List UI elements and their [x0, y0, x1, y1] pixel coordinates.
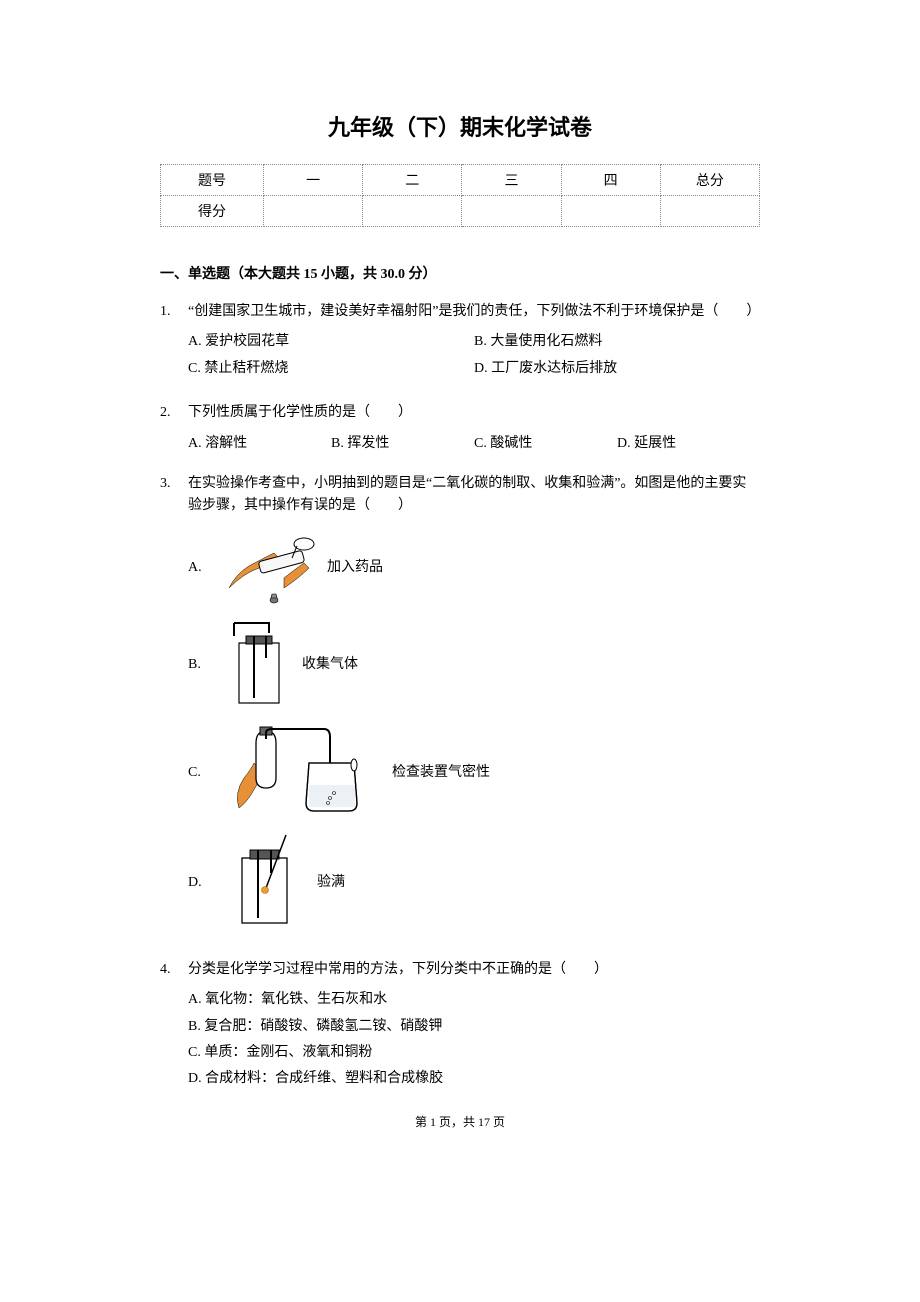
question-number: 4.: [160, 959, 188, 1095]
question-4: 4. 分类是化学学习过程中常用的方法，下列分类中不正确的是（ ） A. 氧化物：…: [160, 959, 760, 1095]
q3-option-b: B. 收集气体: [188, 618, 760, 713]
choice-c: C. 单质：金刚石、液氧和铜粉: [188, 1042, 760, 1064]
page: 九年级（下）期末化学试卷 题号 一 二 三 四 总分 得分 一、单选题（本大题共…: [0, 0, 920, 1170]
check-airtightness-icon: [224, 723, 384, 823]
question-stem: 在实验操作考查中，小明抽到的题目是“二氧化碳的制取、收集和验满”。如图是他的主要…: [188, 473, 760, 518]
choice-a: A. 爱护校园花草: [188, 331, 474, 353]
choice-d: D. 合成材料：合成纤维、塑料和合成橡胶: [188, 1068, 760, 1090]
question-body: “创建国家卫生城市，建设美好幸福射阳”是我们的责任，下列做法不利于环境保护是（ …: [188, 301, 760, 384]
choice-d-caption: 验满: [317, 872, 345, 894]
question-number: 3.: [160, 473, 188, 941]
choice-b-caption: 收集气体: [302, 654, 358, 676]
cell: [363, 196, 462, 227]
question-stem: 分类是化学学习过程中常用的方法，下列分类中不正确的是（ ）: [188, 959, 760, 981]
question-stem: 下列性质属于化学性质的是（ ）: [188, 402, 760, 424]
score-table: 题号 一 二 三 四 总分 得分: [160, 164, 760, 227]
choice-d: D. 延展性: [617, 433, 760, 455]
cell: [660, 196, 759, 227]
table-row: 题号 一 二 三 四 总分: [161, 165, 760, 196]
q3-option-a: A. 加入药品: [188, 528, 760, 608]
choice-c: C. 禁止秸秆燃烧: [188, 358, 474, 380]
choice-d-label: D.: [188, 872, 216, 894]
question-number: 1.: [160, 301, 188, 384]
cell: 二: [363, 165, 462, 196]
cell: [561, 196, 660, 227]
cell: 四: [561, 165, 660, 196]
choice-c: C. 酸碱性: [474, 433, 617, 455]
choice-b: B. 复合肥：硝酸铵、磷酸氢二铵、硝酸钾: [188, 1016, 760, 1038]
question-body: 分类是化学学习过程中常用的方法，下列分类中不正确的是（ ） A. 氧化物：氧化铁…: [188, 959, 760, 1095]
section-heading: 一、单选题（本大题共 15 小题，共 30.0 分）: [160, 263, 760, 283]
choice-c-label: C.: [188, 762, 216, 784]
add-chemicals-icon: [224, 528, 319, 608]
choices: A. 氧化物：氧化铁、生石灰和水 B. 复合肥：硝酸铵、磷酸氢二铵、硝酸钾 C.…: [188, 989, 760, 1091]
question-stem: “创建国家卫生城市，建设美好幸福射阳”是我们的责任，下列做法不利于环境保护是（ …: [188, 301, 760, 323]
choice-d: D. 工厂废水达标后排放: [474, 358, 760, 380]
choice-b: B. 大量使用化石燃料: [474, 331, 760, 353]
choice-a-label: A.: [188, 557, 216, 579]
cell: 总分: [660, 165, 759, 196]
cell: 一: [264, 165, 363, 196]
q3-option-c: C. 检查装置气密: [188, 723, 760, 823]
table-row: 得分: [161, 196, 760, 227]
question-1: 1. “创建国家卫生城市，建设美好幸福射阳”是我们的责任，下列做法不利于环境保护…: [160, 301, 760, 384]
question-number: 2.: [160, 402, 188, 455]
cell: 三: [462, 165, 561, 196]
choices: A. 溶解性 B. 挥发性 C. 酸碱性 D. 延展性: [188, 433, 760, 455]
choices: A. 爱护校园花草 C. 禁止秸秆燃烧 B. 大量使用化石燃料 D. 工厂废水达…: [188, 331, 760, 384]
cell: [462, 196, 561, 227]
collect-gas-icon: [224, 618, 294, 713]
choice-b: B. 挥发性: [331, 433, 474, 455]
choice-c-caption: 检查装置气密性: [392, 762, 490, 784]
question-body: 下列性质属于化学性质的是（ ） A. 溶解性 B. 挥发性 C. 酸碱性 D. …: [188, 402, 760, 455]
question-2: 2. 下列性质属于化学性质的是（ ） A. 溶解性 B. 挥发性 C. 酸碱性 …: [160, 402, 760, 455]
cell: [264, 196, 363, 227]
choice-a: A. 溶解性: [188, 433, 331, 455]
choice-b-label: B.: [188, 654, 216, 676]
page-footer: 第 1 页，共 17 页: [160, 1113, 760, 1130]
verify-full-icon: [224, 833, 309, 933]
cell: 得分: [161, 196, 264, 227]
question-3: 3. 在实验操作考查中，小明抽到的题目是“二氧化碳的制取、收集和验满”。如图是他…: [160, 473, 760, 941]
choice-a-caption: 加入药品: [327, 557, 383, 579]
q3-option-d: D. 验满: [188, 833, 760, 933]
cell: 题号: [161, 165, 264, 196]
page-title: 九年级（下）期末化学试卷: [160, 110, 760, 142]
question-body: 在实验操作考查中，小明抽到的题目是“二氧化碳的制取、收集和验满”。如图是他的主要…: [188, 473, 760, 941]
choice-a: A. 氧化物：氧化铁、生石灰和水: [188, 989, 760, 1011]
